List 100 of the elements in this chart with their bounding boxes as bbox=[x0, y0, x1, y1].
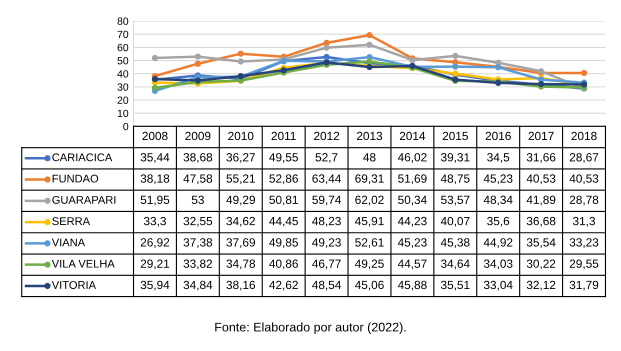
x-tick-label: 2014 bbox=[400, 132, 426, 140]
data-label: 50,81 bbox=[269, 196, 298, 206]
data-label: 34,03 bbox=[484, 259, 512, 270]
legend-label: GUARAPARI bbox=[52, 196, 116, 204]
data-label: 35,94 bbox=[140, 280, 170, 291]
data-label: 29,55 bbox=[570, 259, 598, 270]
point bbox=[238, 58, 244, 65]
data-label: 51,69 bbox=[398, 174, 427, 184]
data-label: 41,89 bbox=[526, 196, 556, 206]
point bbox=[452, 52, 458, 59]
x-tick-label: 2012 bbox=[314, 132, 340, 140]
data-label: 28,78 bbox=[570, 196, 598, 206]
data-label: 40,53 bbox=[570, 174, 598, 184]
data-label: 48,75 bbox=[440, 174, 470, 184]
point bbox=[238, 50, 244, 57]
x-tick-label: 2016 bbox=[486, 132, 511, 140]
data-label: 35,6 bbox=[487, 216, 510, 227]
data-label: 49,29 bbox=[226, 196, 255, 206]
data-label: 51,95 bbox=[140, 196, 170, 206]
data-label: 38,16 bbox=[226, 280, 256, 291]
x-tick-label: 2017 bbox=[528, 132, 554, 140]
y-tick-label: 20 bbox=[118, 96, 128, 104]
data-label: 49,55 bbox=[269, 153, 298, 163]
data-label: 34,5 bbox=[487, 153, 510, 163]
data-label: 44,92 bbox=[484, 238, 512, 248]
data-label: 62,02 bbox=[355, 196, 384, 206]
data-label: 32,12 bbox=[526, 280, 556, 291]
data-label: 53 bbox=[192, 196, 204, 204]
data-label: 53,57 bbox=[441, 196, 470, 206]
data-label: 63,44 bbox=[312, 174, 342, 184]
data-label: 32,55 bbox=[184, 216, 212, 227]
legend-label: SERRA bbox=[52, 217, 90, 226]
x-tick-label: 2013 bbox=[356, 132, 382, 140]
data-label: 44,57 bbox=[398, 260, 427, 270]
data-label: 46,77 bbox=[312, 259, 341, 270]
y-tick-label: 80 bbox=[118, 18, 128, 25]
point bbox=[452, 64, 458, 70]
data-label: 34,64 bbox=[440, 259, 470, 270]
data-label: 38,18 bbox=[140, 174, 170, 184]
data-label: 50,34 bbox=[398, 196, 427, 206]
x-tick-label: 2010 bbox=[228, 132, 254, 140]
data-label: 34,62 bbox=[226, 216, 255, 227]
data-label: 48,54 bbox=[312, 280, 342, 291]
data-label: 31,3 bbox=[572, 216, 595, 227]
data-label: 45,06 bbox=[354, 280, 384, 291]
data-label: 40,53 bbox=[526, 174, 556, 184]
data-label: 48,34 bbox=[484, 196, 513, 206]
data-label: 48 bbox=[363, 153, 376, 162]
legend-label: VILA VELHA bbox=[52, 260, 115, 268]
y-tick-label: 40 bbox=[117, 70, 128, 78]
data-label: 49,23 bbox=[312, 238, 341, 248]
data-label: 45,88 bbox=[398, 280, 427, 291]
data-label: 35,51 bbox=[440, 280, 470, 291]
data-label: 55,21 bbox=[226, 174, 255, 184]
data-label: 52,61 bbox=[355, 238, 384, 248]
data-label: 45,91 bbox=[354, 216, 384, 227]
data-label: 35,54 bbox=[526, 238, 556, 248]
data-label: 59,74 bbox=[312, 196, 342, 206]
data-label: 40,07 bbox=[440, 216, 470, 227]
point bbox=[280, 67, 287, 74]
data-label: 33,82 bbox=[184, 259, 212, 270]
point bbox=[152, 84, 158, 92]
legend-label: CARIACICA bbox=[52, 153, 112, 162]
data-label: 33,23 bbox=[570, 238, 598, 248]
data-label: 40,86 bbox=[269, 259, 298, 270]
x-tick-label: 2015 bbox=[442, 132, 468, 140]
data-label: 45,38 bbox=[440, 238, 470, 248]
x-tick-label: 2018 bbox=[571, 132, 597, 140]
data-label: 31,79 bbox=[570, 280, 598, 291]
x-tick-label: 2008 bbox=[142, 132, 168, 140]
data-label: 33,3 bbox=[144, 216, 166, 227]
y-tick-label: 60 bbox=[118, 44, 128, 52]
point bbox=[194, 53, 201, 60]
point bbox=[366, 32, 373, 38]
x-tick-label: 2011 bbox=[272, 132, 296, 140]
data-label: 37,38 bbox=[184, 238, 212, 248]
data-label: 35,44 bbox=[140, 153, 170, 163]
data-label: 38,68 bbox=[184, 153, 212, 163]
data-label: 48,23 bbox=[312, 216, 341, 227]
y-tick-label: 10 bbox=[118, 110, 128, 118]
point bbox=[580, 70, 588, 76]
data-label: 42,62 bbox=[269, 280, 298, 291]
data-label: 52,7 bbox=[316, 153, 338, 163]
legend-label: FUNDAO bbox=[52, 174, 98, 183]
point bbox=[194, 60, 201, 67]
legend-label: VIANA bbox=[52, 238, 86, 246]
data-label: 52,86 bbox=[269, 174, 298, 184]
data-label: 36,68 bbox=[526, 216, 556, 227]
y-tick-label: 0 bbox=[123, 122, 128, 130]
data-label: 45,23 bbox=[484, 174, 512, 184]
data-label: 37,69 bbox=[226, 238, 255, 248]
data-label: 34,84 bbox=[184, 280, 212, 291]
data-label: 46,02 bbox=[398, 153, 427, 163]
point bbox=[366, 42, 373, 48]
data-label: 44,23 bbox=[398, 216, 427, 227]
data-label: 28,67 bbox=[570, 153, 598, 163]
data-label: 69,31 bbox=[355, 174, 384, 184]
data-label: 34,78 bbox=[226, 259, 256, 270]
data-label: 39,31 bbox=[440, 153, 470, 163]
data-label: 29,21 bbox=[140, 259, 170, 270]
